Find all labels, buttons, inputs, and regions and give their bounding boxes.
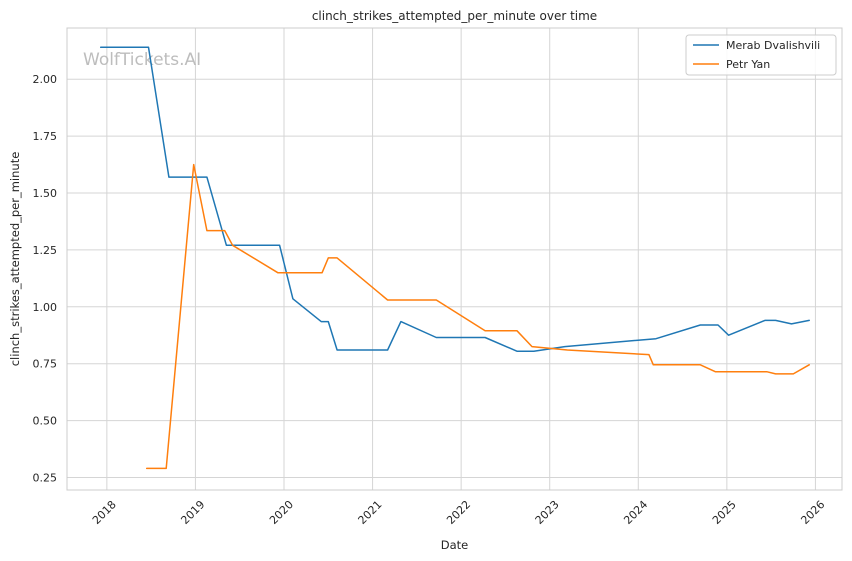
- watermark-text: WolfTickets.AI: [83, 50, 201, 70]
- legend: Merab Dvalishvili Petr Yan: [685, 34, 837, 76]
- series-line-merab-dvalishvili: [99, 46, 810, 352]
- plot-area-frame: [66, 27, 843, 491]
- y-axis-label: clinch_strikes_attempted_per_minute: [8, 152, 22, 367]
- y-tick-label: 1.75: [33, 130, 58, 143]
- y-tick-label: 1.00: [33, 301, 58, 314]
- series-layer: [99, 46, 810, 470]
- chart-title: clinch_strikes_attempted_per_minute over…: [312, 9, 597, 23]
- y-tick-label: 0.75: [33, 358, 58, 371]
- y-tick-label: 1.50: [33, 187, 58, 200]
- y-tick-label: 2.00: [33, 73, 58, 86]
- x-axis-label: Date: [441, 538, 469, 552]
- legend-label-petr-yan: Petr Yan: [726, 58, 770, 71]
- grid: [67, 28, 842, 490]
- y-tick-label: 1.25: [33, 244, 58, 257]
- y-tick-label: 0.25: [33, 471, 58, 484]
- y-axis-ticks: 0.25 0.50 0.75 1.00 1.25 1.50 1.75 2.00: [33, 73, 58, 484]
- legend-label-merab-dvalishvili: Merab Dvalishvili: [726, 39, 820, 52]
- y-tick-label: 0.50: [33, 415, 58, 428]
- series-line-petr-yan: [145, 163, 810, 470]
- legend-frame: [685, 34, 837, 76]
